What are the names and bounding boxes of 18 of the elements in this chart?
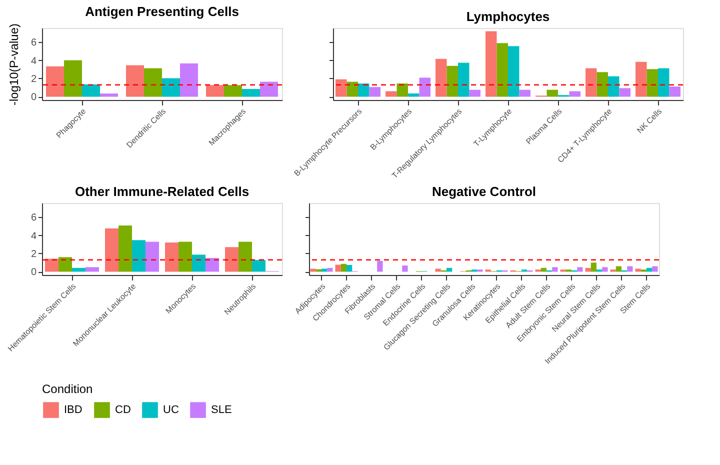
y-tick-label: 6: [30, 38, 37, 49]
legend-label: UC: [163, 404, 179, 416]
chart-title: Antigen Presenting Cells: [85, 4, 239, 19]
y-tick-label: 2: [30, 248, 37, 260]
chart-title: Negative Control: [432, 184, 536, 199]
y-tick-label: 4: [30, 56, 37, 67]
y-tick-label: 0: [30, 267, 37, 278]
legend-title: Condition: [42, 382, 93, 396]
chart-title: Lymphocytes: [466, 9, 550, 24]
y-axis-title: -log10(P-value): [6, 23, 21, 106]
legend-label: IBD: [64, 404, 82, 416]
legend-label: CD: [115, 404, 131, 416]
y-tick-label: 0: [30, 92, 37, 104]
chart-title: Other Immune-Related Cells: [74, 184, 250, 199]
y-tick-label: 6: [30, 212, 37, 224]
y-tick-label: 2: [30, 74, 37, 85]
y-tick-label: 4: [30, 230, 37, 242]
legend-label: SLE: [211, 404, 232, 416]
